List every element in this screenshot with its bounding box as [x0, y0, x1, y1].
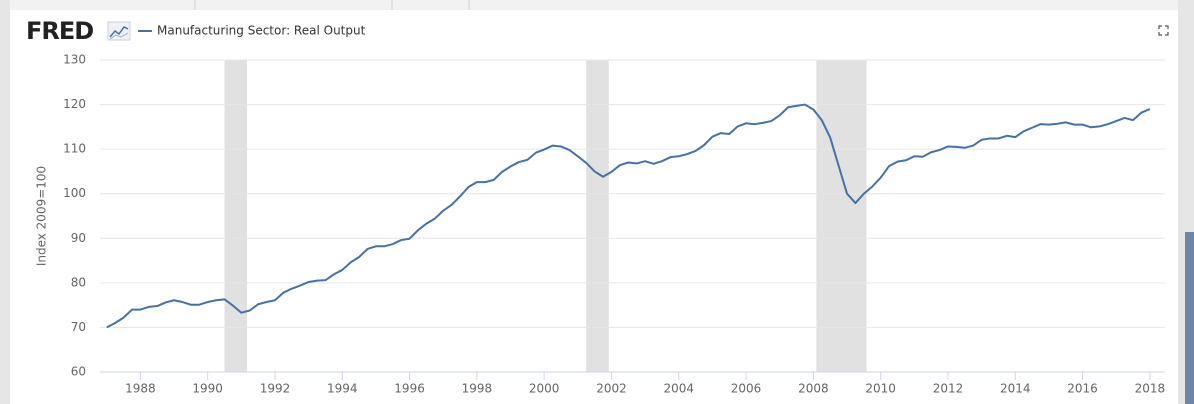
y-tick-label: 110	[63, 142, 86, 156]
x-tick-label: 2010	[865, 382, 896, 396]
y-tick-label: 70	[71, 320, 86, 334]
top-strip	[10, 0, 1178, 10]
x-tick-label: 1994	[327, 382, 358, 396]
scrollbar[interactable]	[1185, 232, 1194, 404]
x-tick-label: 1996	[394, 382, 425, 396]
recession-band	[816, 60, 867, 372]
y-tick-label: 90	[71, 231, 86, 245]
x-tick-label: 2016	[1067, 382, 1098, 396]
y-tick-label: 80	[71, 275, 86, 289]
logo: FRED	[26, 17, 93, 45]
recession-band	[224, 60, 248, 372]
y-tick-label: 120	[63, 97, 86, 111]
x-tick-label: 1992	[260, 382, 291, 396]
recession-band	[586, 60, 609, 372]
logo-icon	[107, 21, 131, 41]
x-tick-label: 1990	[192, 382, 223, 396]
y-tick-label: 100	[63, 186, 86, 200]
x-tick-label: 1998	[462, 382, 493, 396]
legend-label: Manufacturing Sector: Real Output	[157, 24, 366, 38]
data-line	[106, 103, 1151, 329]
x-tick-label: 2000	[529, 382, 560, 396]
x-tick-label: 2006	[731, 382, 762, 396]
x-tick-label: 2012	[933, 382, 964, 396]
y-tick-label: 60	[71, 365, 86, 379]
fullscreen-button[interactable]	[1158, 25, 1169, 36]
x-tick-label: 1988	[125, 382, 156, 396]
y-tick-label: 130	[63, 53, 86, 67]
x-tick-label: 2014	[1000, 382, 1031, 396]
x-tick-label: 2018	[1135, 382, 1166, 396]
x-tick-label: 2002	[596, 382, 627, 396]
y-axis-label: Index 2009=100	[35, 166, 49, 266]
x-tick-label: 2008	[798, 382, 829, 396]
x-tick-label: 2004	[663, 382, 694, 396]
